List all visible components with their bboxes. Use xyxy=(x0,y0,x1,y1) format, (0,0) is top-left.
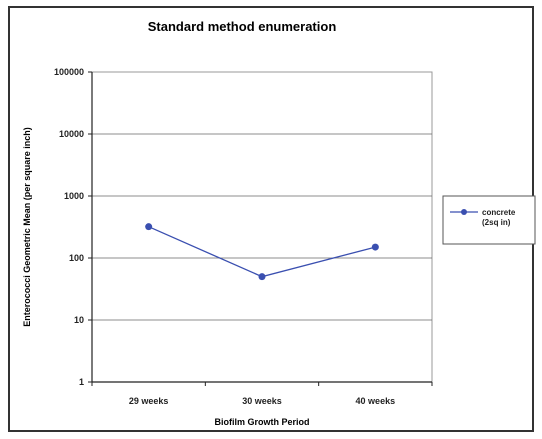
x-tick-label: 29 weeks xyxy=(129,396,169,406)
y-tick-label: 10 xyxy=(74,315,84,325)
grid-lines xyxy=(92,133,432,321)
legend-label-line: (2sq in) xyxy=(482,218,511,227)
x-axis-title: Biofilm Growth Period xyxy=(214,417,309,427)
y-tick-label: 100000 xyxy=(54,67,84,77)
plot-area xyxy=(91,71,433,383)
x-tick-labels: 29 weeks 30 weeks 40 weeks xyxy=(91,382,433,406)
legend: concrete (2sq in) xyxy=(442,195,536,245)
data-point xyxy=(371,243,379,251)
legend-label-line: concrete xyxy=(482,208,516,217)
y-tick-label: 1 xyxy=(79,377,84,387)
x-tick-label: 30 weeks xyxy=(242,396,282,406)
legend-label: concrete (2sq in) xyxy=(482,208,516,227)
legend-marker xyxy=(461,209,467,215)
y-tick-label: 10000 xyxy=(59,129,84,139)
y-tick-labels: 1 10 100 1000 10000 100000 xyxy=(54,67,432,387)
data-point xyxy=(145,223,153,231)
x-tick-label: 40 weeks xyxy=(356,396,396,406)
y-tick-label: 1000 xyxy=(64,191,84,201)
series-layer xyxy=(145,223,379,281)
y-tick-label: 100 xyxy=(69,253,84,263)
chart-title: Standard method enumeration xyxy=(148,19,337,34)
y-axis-title: Enterococci Geometric Mean (per square i… xyxy=(22,127,32,327)
legend-box xyxy=(442,195,536,245)
data-point xyxy=(258,273,266,281)
